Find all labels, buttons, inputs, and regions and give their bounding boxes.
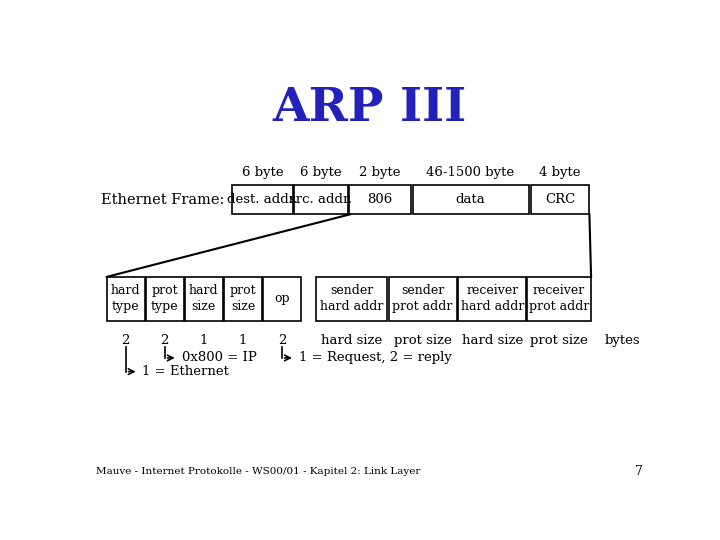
Bar [263, 277, 301, 321]
Bar [389, 277, 456, 321]
Text: 1 = Request, 2 = reply: 1 = Request, 2 = reply [299, 352, 451, 365]
Text: 6 byte: 6 byte [242, 166, 283, 179]
Bar [107, 277, 145, 321]
Text: src. addr.: src. addr. [289, 193, 353, 206]
Bar [316, 277, 387, 321]
Text: 2: 2 [278, 334, 286, 347]
Bar [531, 185, 590, 214]
Text: 7: 7 [634, 465, 642, 478]
Bar [224, 277, 262, 321]
Text: hard
size: hard size [189, 284, 219, 313]
Text: dest. addr.: dest. addr. [227, 193, 298, 206]
Text: prot
type: prot type [151, 284, 179, 313]
Bar [527, 277, 591, 321]
Text: 6 byte: 6 byte [300, 166, 342, 179]
Bar [459, 277, 526, 321]
Text: 806: 806 [367, 193, 393, 206]
Text: sender
hard addr: sender hard addr [320, 284, 383, 313]
Text: bytes: bytes [605, 334, 641, 347]
Bar [413, 185, 528, 214]
Bar [145, 277, 184, 321]
Text: sender
prot addr: sender prot addr [392, 284, 453, 313]
Text: prot size: prot size [394, 334, 451, 347]
Text: data: data [456, 193, 485, 206]
Text: 46-1500 byte: 46-1500 byte [426, 166, 515, 179]
Text: CRC: CRC [545, 193, 575, 206]
Text: ARP III: ARP III [272, 85, 466, 131]
Text: hard
type: hard type [111, 284, 140, 313]
Bar [294, 185, 348, 214]
Text: Mauve - Internet Protokolle - WS00/01 - Kapitel 2: Link Layer: Mauve - Internet Protokolle - WS00/01 - … [96, 467, 420, 476]
Text: 2: 2 [161, 334, 169, 347]
Text: prot
size: prot size [230, 284, 256, 313]
Bar [233, 185, 292, 214]
Text: 4 byte: 4 byte [539, 166, 581, 179]
Text: 1 = Ethernet: 1 = Ethernet [143, 365, 230, 378]
Text: 0x800 = IP: 0x800 = IP [181, 352, 256, 365]
Text: prot size: prot size [530, 334, 588, 347]
Text: receiver
prot addr: receiver prot addr [528, 284, 589, 313]
Text: receiver
hard addr: receiver hard addr [461, 284, 524, 313]
Text: hard size: hard size [462, 334, 523, 347]
Text: Ethernet Frame:: Ethernet Frame: [101, 193, 225, 206]
Text: 1: 1 [239, 334, 247, 347]
Text: op: op [274, 292, 289, 305]
Text: 2 byte: 2 byte [359, 166, 401, 179]
Text: 2: 2 [122, 334, 130, 347]
Bar [349, 185, 411, 214]
Text: 1: 1 [199, 334, 208, 347]
Bar [185, 277, 222, 321]
Text: hard size: hard size [321, 334, 382, 347]
